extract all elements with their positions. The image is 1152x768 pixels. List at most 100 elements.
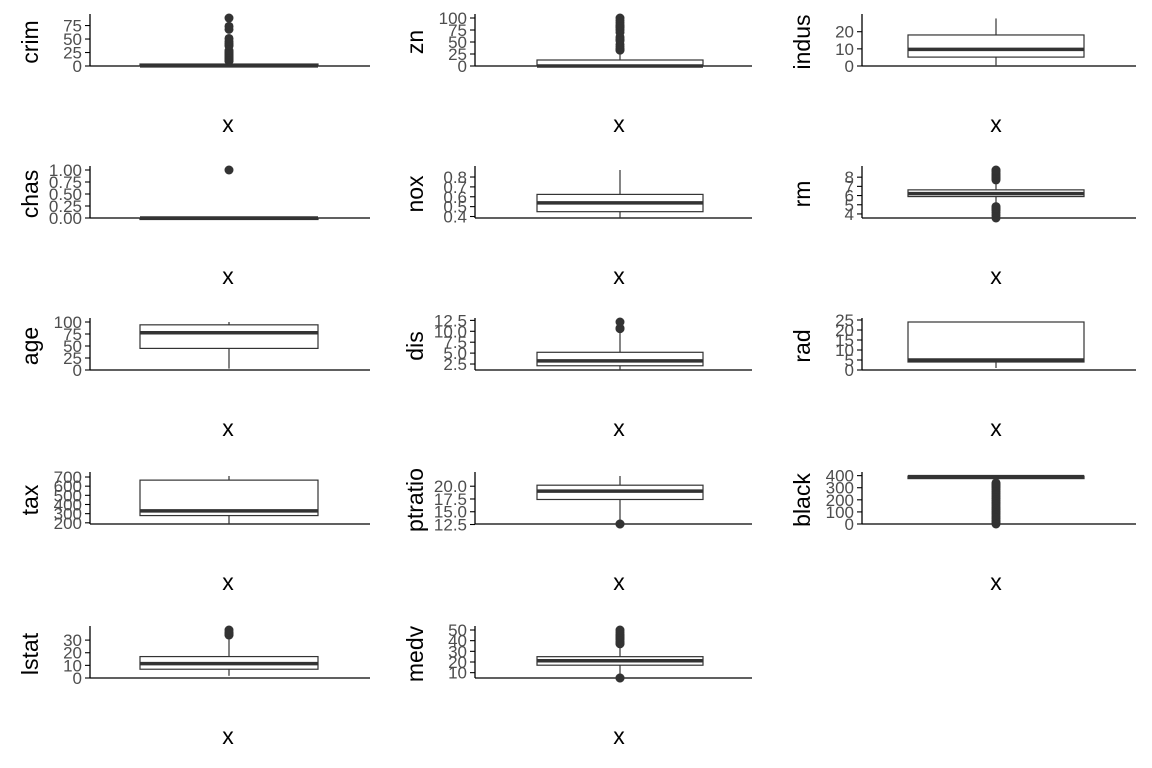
y-tick-label-nox: 0.8 — [443, 168, 467, 187]
x-axis-title-medv: x — [613, 723, 625, 749]
x-axis-title-rm: x — [990, 263, 1002, 289]
x-axis-title-rad: x — [990, 415, 1002, 441]
x-axis-title-tax: x — [222, 569, 234, 595]
y-tick-label-medv: 30 — [448, 642, 467, 661]
y-tick-label-tax: 200 — [54, 514, 82, 533]
y-tick-label-chas: 0.75 — [49, 173, 82, 192]
x-axis-title-zn: x — [613, 111, 625, 137]
y-tick-label-indus: 10 — [835, 40, 854, 59]
x-axis-title-ptratio: x — [613, 569, 625, 595]
y-tick-label-zn: 100 — [439, 9, 467, 28]
y-axis-title-medv: medv — [402, 625, 428, 682]
y-tick-label-nox: 0.7 — [443, 178, 467, 197]
y-tick-label-age: 75 — [63, 325, 82, 344]
x-axis-title-nox: x — [613, 263, 625, 289]
y-tick-label-rm: 7 — [845, 177, 854, 196]
y-tick-label-chas: 1.00 — [49, 161, 82, 180]
outlier-point-medv — [615, 625, 625, 635]
panel-chas: 0.000.250.500.751.00 chas x — [17, 161, 370, 289]
y-tick-label-rm: 5 — [845, 196, 854, 215]
outlier-point-black — [991, 478, 1001, 488]
y-tick-label-age: 25 — [63, 349, 82, 368]
y-tick-label-rad: 10 — [835, 341, 854, 360]
y-tick-label-black: 100 — [826, 503, 854, 522]
y-tick-label-age: 0 — [73, 361, 82, 380]
outlier-point-crim — [224, 21, 234, 31]
y-tick-label-rm: 6 — [845, 187, 854, 206]
y-tick-label-tax: 300 — [54, 505, 82, 524]
y-axis-title-lstat: lstat — [17, 632, 43, 675]
y-tick-label-medv: 10 — [448, 664, 467, 683]
y-tick-label-tax: 500 — [54, 486, 82, 505]
y-axis-title-indus: indus — [789, 15, 815, 70]
y-tick-label-dis: 5.0 — [443, 344, 467, 363]
y-tick-label-tax: 400 — [54, 495, 82, 514]
y-tick-label-zn: 25 — [448, 45, 467, 64]
y-tick-label-rad: 0 — [845, 361, 854, 380]
y-tick-label-rm: 4 — [845, 205, 854, 224]
y-tick-label-black: 300 — [826, 479, 854, 498]
y-axis-title-chas: chas — [17, 170, 43, 219]
box-dis — [536, 351, 704, 367]
box-indus — [907, 34, 1085, 58]
y-tick-label-ptratio: 17.5 — [434, 490, 467, 509]
y-tick-label-ptratio: 20.0 — [434, 477, 467, 496]
outlier-point-ptratio — [615, 519, 625, 529]
y-tick-label-zn: 0 — [458, 57, 467, 76]
outlier-point-rm — [991, 202, 1001, 212]
y-tick-label-lstat: 30 — [63, 631, 82, 650]
y-axis-title-nox: nox — [402, 175, 428, 213]
outlier-point-crim — [224, 33, 234, 43]
y-tick-label-dis: 2.5 — [443, 355, 467, 374]
x-axis-title-age: x — [222, 415, 234, 441]
y-tick-label-indus: 0 — [845, 57, 854, 76]
y-tick-label-medv: 40 — [448, 632, 467, 651]
y-tick-label-rad: 25 — [835, 311, 854, 330]
y-tick-label-nox: 0.4 — [443, 208, 467, 227]
outlier-point-zn — [615, 13, 625, 23]
y-tick-label-ptratio: 12.5 — [434, 516, 467, 535]
y-tick-label-crim: 25 — [63, 44, 82, 63]
outlier-point-rm — [991, 165, 1001, 175]
y-tick-label-crim: 50 — [63, 30, 82, 49]
box-age — [139, 324, 319, 350]
y-tick-label-dis: 12.5 — [434, 311, 467, 330]
y-tick-label-crim: 0 — [73, 57, 82, 76]
y-tick-label-tax: 700 — [54, 468, 82, 487]
y-tick-label-lstat: 10 — [63, 656, 82, 675]
outlier-point-dis — [615, 317, 625, 327]
y-tick-label-nox: 0.6 — [443, 188, 467, 207]
y-axis-title-black: black — [789, 473, 815, 527]
y-tick-label-tax: 600 — [54, 477, 82, 496]
y-axis-title-ptratio: ptratio — [402, 468, 428, 532]
outlier-point-crim — [224, 13, 234, 23]
outlier-point-chas — [224, 165, 234, 175]
x-axis-title-crim: x — [222, 111, 234, 137]
y-tick-label-rad: 15 — [835, 331, 854, 350]
y-tick-label-rad: 5 — [845, 351, 854, 370]
y-tick-label-indus: 20 — [835, 23, 854, 42]
outlier-point-lstat — [224, 625, 234, 635]
y-axis-title-rm: rm — [789, 181, 815, 208]
x-axis-title-black: x — [990, 569, 1002, 595]
y-tick-label-age: 50 — [63, 337, 82, 356]
y-axis-title-age: age — [17, 327, 43, 365]
y-tick-label-rad: 20 — [835, 321, 854, 340]
outlier-point-medv — [615, 673, 625, 683]
panel-nox: 0.40.50.60.70.8 nox x — [402, 166, 752, 289]
y-tick-label-age: 100 — [54, 313, 82, 332]
y-axis-title-rad: rad — [789, 329, 815, 362]
panel-dis: 2.55.07.510.012.5 dis x — [402, 311, 752, 441]
y-tick-label-black: 200 — [826, 491, 854, 510]
y-tick-label-dis: 10.0 — [434, 322, 467, 341]
y-axis-title-tax: tax — [17, 484, 43, 515]
y-tick-label-zn: 75 — [448, 21, 467, 40]
